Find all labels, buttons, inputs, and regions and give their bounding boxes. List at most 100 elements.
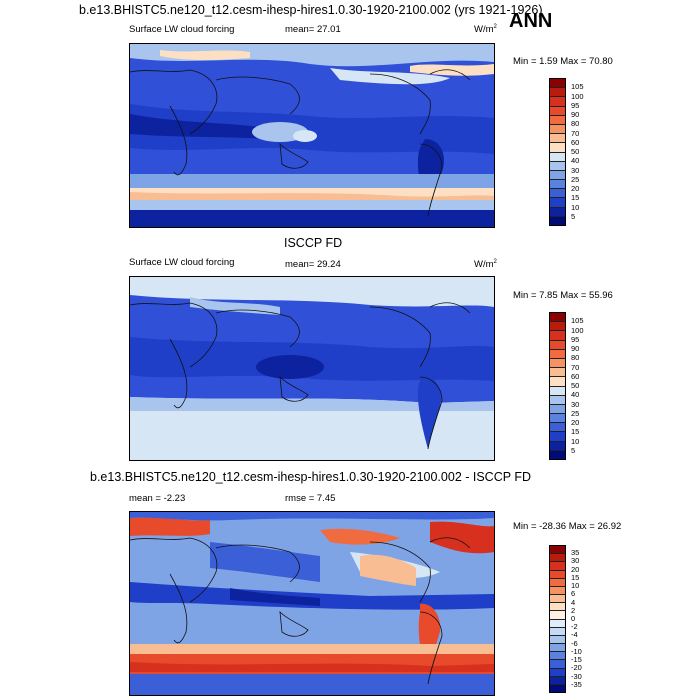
- colorbar-tick-label: 30: [571, 556, 580, 566]
- colorbar-tick-label: 70: [571, 128, 580, 138]
- panel-2-colorbar: [549, 312, 566, 460]
- colorbar-swatch: [550, 143, 565, 153]
- colorbar-swatch: [550, 170, 565, 181]
- colorbar-tick-label: 10: [571, 436, 580, 446]
- colorbar-tick-label: 15: [571, 427, 580, 437]
- colorbar-swatch: [550, 450, 565, 459]
- colorbar-tick-label: 100: [571, 91, 584, 101]
- colorbar-tick-label: 60: [571, 371, 580, 381]
- colorbar-swatch: [550, 79, 565, 89]
- panel-2-map: [129, 276, 495, 461]
- panel-3-colorbar: [549, 545, 566, 693]
- colorbar-swatch: [550, 668, 565, 677]
- panel-3-minmax: Min = -28.36 Max = 26.92: [513, 521, 622, 532]
- colorbar-swatch: [550, 198, 565, 208]
- panel-3-mean: mean = -2.23: [129, 493, 186, 504]
- panel-2-title: ISCCP FD: [284, 236, 343, 250]
- colorbar-tick-label: 10: [571, 581, 580, 591]
- colorbar-tick-label: 70: [571, 362, 580, 372]
- colorbar-swatch: [550, 115, 565, 125]
- colorbar-tick-label: 30: [571, 399, 580, 409]
- colorbar-swatch: [550, 562, 565, 571]
- colorbar-tick-label: 5: [571, 211, 576, 221]
- colorbar-swatch: [550, 546, 565, 555]
- colorbar-swatch: [550, 603, 565, 612]
- colorbar-swatch: [550, 395, 565, 405]
- colorbar-tick-label: -10: [571, 646, 582, 656]
- colorbar-tick-label: 80: [571, 353, 580, 363]
- colorbar-tick-label: 15: [571, 193, 580, 203]
- colorbar-swatch: [550, 684, 565, 693]
- colorbar-swatch: [550, 97, 565, 107]
- colorbar-swatch: [550, 124, 565, 135]
- colorbar-tick-label: 95: [571, 100, 580, 110]
- colorbar-tick-label: 25: [571, 174, 580, 184]
- panel-1-map: [129, 43, 495, 228]
- panel-3-rmse: rmse = 7.45: [285, 493, 336, 504]
- panel-1-mean: mean= 27.01: [285, 24, 341, 35]
- colorbar-swatch: [550, 441, 565, 451]
- colorbar-swatch: [550, 386, 565, 396]
- colorbar-swatch: [550, 619, 565, 628]
- colorbar-tick-label: 35: [571, 548, 580, 558]
- panel-1-colorbar: [549, 78, 566, 226]
- colorbar-tick-label: 20: [571, 418, 580, 427]
- colorbar-tick-label: 50: [571, 381, 580, 390]
- colorbar-tick-label: 6: [571, 589, 576, 599]
- colorbar-swatch: [550, 635, 565, 645]
- colorbar-swatch: [550, 570, 565, 579]
- colorbar-tick-label: 105: [571, 82, 584, 92]
- panel-1-field-label: Surface LW cloud forcing: [129, 24, 235, 35]
- colorbar-swatch: [550, 322, 565, 332]
- colorbar-swatch: [550, 152, 565, 162]
- panel-2-mean: mean= 29.24: [285, 259, 341, 270]
- colorbar-tick-label: 90: [571, 110, 580, 119]
- colorbar-tick-label: -35: [571, 679, 582, 689]
- colorbar-swatch: [550, 134, 565, 144]
- colorbar-swatch: [550, 404, 565, 415]
- season-label: ANN: [509, 10, 553, 32]
- colorbar-tick-label: 25: [571, 408, 580, 418]
- colorbar-tick-label: 100: [571, 325, 584, 335]
- colorbar-swatch: [550, 578, 565, 587]
- colorbar-swatch: [550, 554, 565, 563]
- colorbar-swatch: [550, 180, 565, 190]
- panel-2-field-label: Surface LW cloud forcing: [129, 257, 235, 268]
- panel-1-units: W/m2: [474, 24, 497, 36]
- colorbar-swatch: [550, 88, 565, 98]
- colorbar-swatch: [550, 106, 565, 116]
- colorbar-swatch: [550, 423, 565, 433]
- colorbar-swatch: [550, 414, 565, 424]
- colorbar-tick-label: 4: [571, 597, 576, 607]
- colorbar-swatch: [550, 313, 565, 323]
- colorbar-tick-label: 50: [571, 147, 580, 156]
- colorbar-swatch: [550, 368, 565, 378]
- colorbar-swatch: [550, 340, 565, 350]
- colorbar-tick-label: -6: [571, 638, 578, 648]
- colorbar-tick-label: -20: [571, 663, 582, 673]
- colorbar-swatch: [550, 432, 565, 442]
- colorbar-swatch: [550, 652, 565, 661]
- colorbar-tick-label: 0: [571, 614, 576, 623]
- panel-3-title: b.e13.BHISTC5.ne120_t12.cesm-ihesp-hires…: [90, 470, 531, 484]
- colorbar-tick-label: 15: [571, 572, 580, 582]
- colorbar-tick-label: 40: [571, 390, 580, 400]
- colorbar-tick-label: 10: [571, 202, 580, 212]
- colorbar-swatch: [550, 586, 565, 596]
- colorbar-tick-label: 95: [571, 334, 580, 344]
- colorbar-tick-label: 80: [571, 119, 580, 129]
- colorbar-swatch: [550, 207, 565, 217]
- colorbar-swatch: [550, 377, 565, 387]
- panel-2-units: W/m2: [474, 259, 497, 271]
- colorbar-swatch: [550, 161, 565, 171]
- colorbar-tick-label: 105: [571, 316, 584, 326]
- colorbar-swatch: [550, 331, 565, 341]
- colorbar-swatch: [550, 611, 565, 620]
- colorbar-swatch: [550, 644, 565, 653]
- colorbar-tick-label: 90: [571, 344, 580, 353]
- panel-3-map: [129, 511, 495, 696]
- colorbar-tick-label: 20: [571, 564, 580, 574]
- colorbar-tick-label: 60: [571, 137, 580, 147]
- colorbar-swatch: [550, 349, 565, 359]
- colorbar-swatch: [550, 189, 565, 199]
